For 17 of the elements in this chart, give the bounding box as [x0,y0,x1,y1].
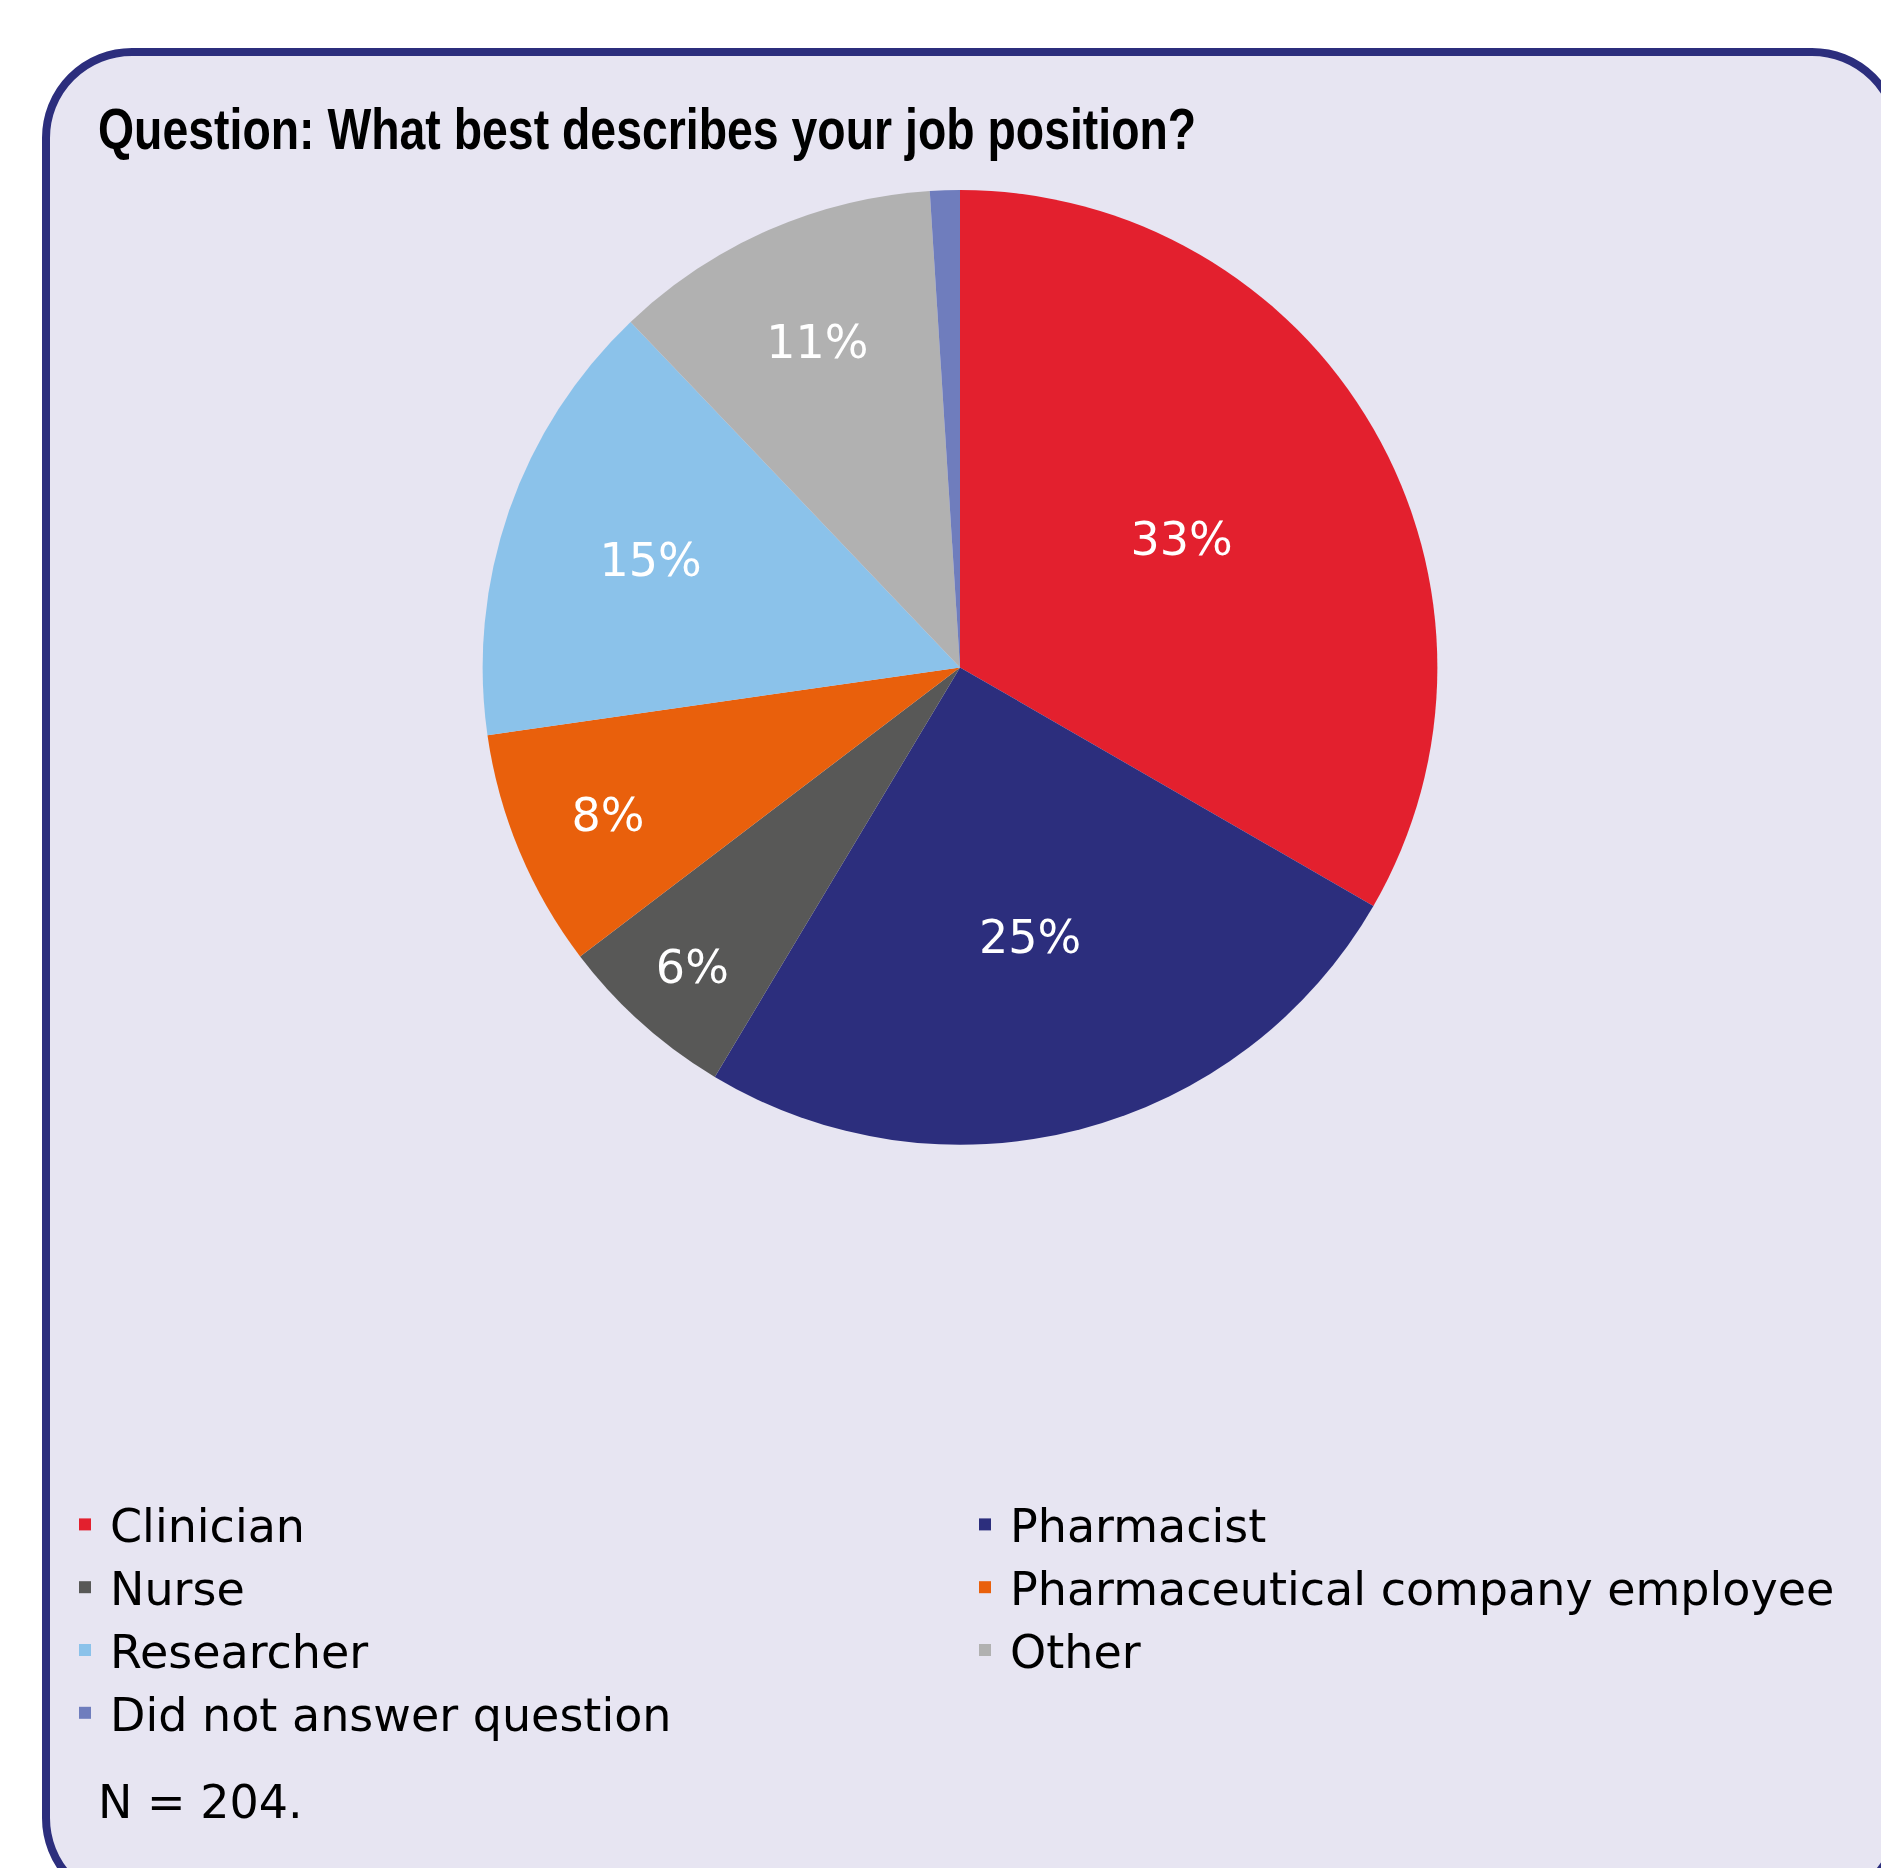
pie-slice [482,321,960,736]
data-label: 33% [1130,512,1233,567]
legend-label: Other [1010,1624,1141,1679]
legend-label: Pharmaceutical company employee [1010,1562,1835,1617]
legend-label: Nurse [110,1562,245,1617]
legend-label: Pharmacist [1010,1499,1267,1554]
legend-label: Researcher [110,1624,369,1679]
data-label: 8% [571,787,645,842]
text: N = 204. [98,1775,303,1829]
legend-label: Did not answer question [110,1687,672,1742]
data-label: 25% [978,910,1082,965]
legend-label: Clinician [110,1499,306,1554]
chart-title: Question: What best describes your job position? [98,95,1197,162]
pie-slice [960,190,1438,907]
data-label: 6% [655,939,729,994]
data-label: 11% [766,314,869,369]
data-label: 15% [599,533,702,588]
